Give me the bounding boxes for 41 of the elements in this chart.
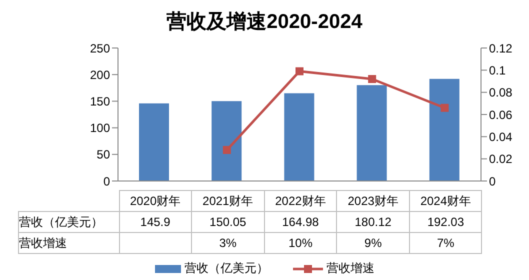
bar — [212, 101, 242, 181]
y2-tick-label: 0.02 — [489, 152, 513, 166]
data-label: 145.9 — [119, 212, 192, 232]
point — [222, 146, 231, 154]
data-label: 180.12 — [336, 212, 410, 232]
point — [440, 104, 449, 112]
data-label: 7% — [409, 232, 482, 254]
y-tick-label: 200 — [90, 68, 110, 82]
y-tick-label: 100 — [90, 121, 110, 136]
data-label: 9% — [336, 232, 410, 254]
y2-tick-label: 0.08 — [489, 86, 513, 100]
y2-tick-label: 0 — [489, 174, 496, 188]
bar — [429, 78, 460, 181]
x-tick-label: 2021财年 — [192, 190, 264, 212]
data-label: 164.98 — [264, 212, 337, 232]
legend-label: 营收（亿美元） — [184, 260, 268, 277]
y2-tick-label: 0.1 — [489, 63, 506, 78]
y-tick-label: 250 — [90, 41, 110, 56]
data-label: 192.03 — [409, 212, 482, 232]
data-label: 150.05 — [192, 212, 264, 232]
y-tick-label: 50 — [96, 148, 110, 162]
x-tick-label: 2023财年 — [336, 190, 410, 212]
y2-tick-label: 0.06 — [489, 108, 513, 122]
bar — [284, 93, 314, 181]
y-tick-label: 150 — [90, 94, 110, 108]
text: 营收增速 — [19, 236, 67, 250]
x-tick-label: 2024财年 — [409, 190, 482, 212]
point — [296, 67, 304, 76]
x-tick-label: 2022财年 — [264, 190, 337, 212]
text: 营收（亿美元） — [19, 214, 103, 228]
point — [368, 75, 376, 84]
y2-tick-label: 0.12 — [489, 41, 513, 56]
legend-label: 营收增速 — [326, 260, 374, 277]
data-label: 10% — [264, 232, 337, 254]
x-tick-label: 2020财年 — [119, 190, 192, 212]
y-tick-label: 0 — [103, 174, 110, 188]
chart-title: 营收及增速2020-2024 — [166, 10, 364, 35]
bar — [139, 103, 169, 181]
data-label: 3% — [192, 232, 264, 254]
y2-tick-label: 0.04 — [489, 130, 513, 144]
bar — [356, 85, 387, 181]
